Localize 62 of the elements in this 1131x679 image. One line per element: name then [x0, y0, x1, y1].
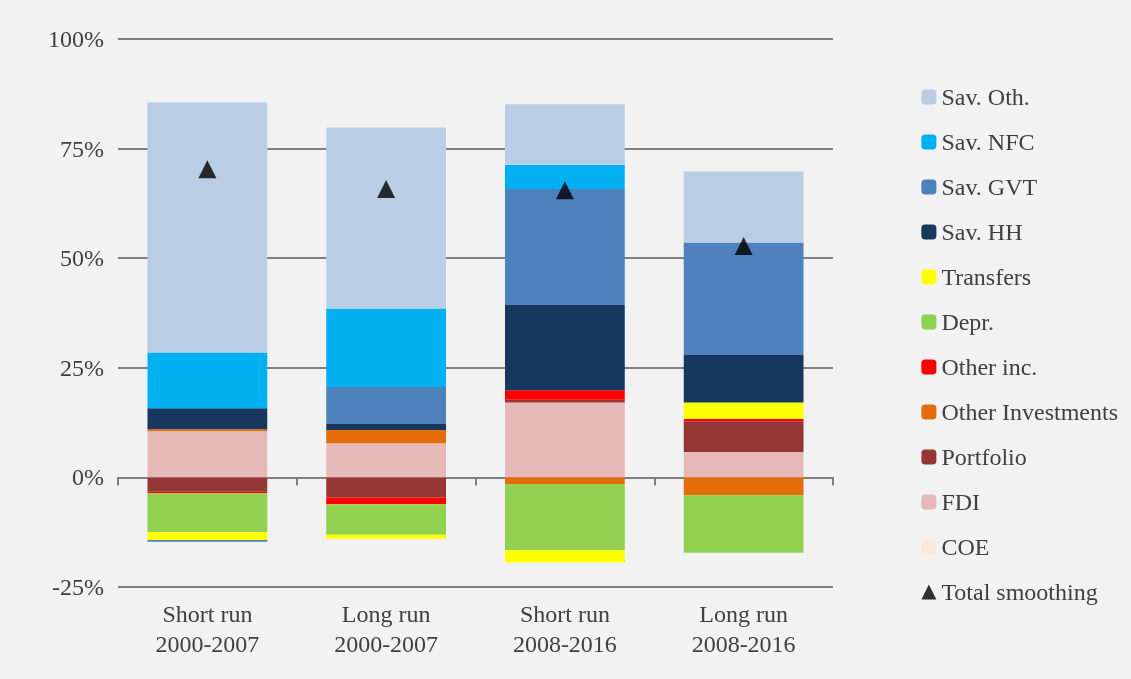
bar	[326, 423, 447, 431]
y-tick-label: 50%	[60, 245, 104, 272]
bar	[683, 171, 804, 243]
bar	[147, 477, 268, 492]
bar	[683, 495, 804, 553]
bar	[504, 390, 625, 400]
bar	[504, 305, 625, 391]
bar	[326, 534, 447, 539]
bar	[326, 443, 447, 478]
legend-label: Total smoothing	[941, 579, 1098, 605]
bar	[683, 242, 804, 356]
legend-label: FDI	[941, 489, 981, 515]
bar	[504, 550, 625, 563]
x-tick-label: Short run 2008-2016	[512, 601, 617, 657]
x-tick-label: Long run 2008-2016	[691, 601, 796, 657]
legend-label: COE	[941, 534, 990, 560]
bar	[504, 402, 625, 478]
bar	[326, 308, 447, 388]
bar	[147, 532, 268, 541]
bar	[147, 102, 268, 353]
bar	[326, 430, 447, 444]
y-tick-label: 75%	[60, 135, 104, 162]
bar	[147, 493, 268, 533]
legend-label: Transfers	[941, 264, 1032, 290]
bar	[147, 429, 268, 432]
bar	[504, 164, 625, 189]
x-tick-label: Long run 2000-2007	[334, 601, 439, 657]
bar	[504, 483, 625, 551]
bar	[326, 477, 447, 498]
bar	[326, 497, 447, 505]
legend-label: Sav. HH	[941, 219, 1023, 245]
legend-label: Sav. GVT	[941, 174, 1038, 200]
bar	[147, 431, 268, 478]
point	[555, 181, 574, 200]
bar	[683, 402, 804, 420]
y-tick-label: 0%	[72, 464, 104, 491]
bar	[504, 104, 625, 165]
y-tick-label: 100%	[48, 26, 104, 52]
bar	[326, 504, 447, 535]
bar	[504, 477, 625, 484]
bar	[683, 419, 804, 422]
point	[734, 236, 753, 255]
bar	[683, 451, 804, 478]
bar	[326, 387, 447, 424]
legend-label: Depr.	[941, 309, 995, 335]
bar	[683, 477, 804, 496]
point	[198, 160, 217, 179]
y-tick-label: -25%	[52, 574, 105, 600]
bar	[683, 421, 804, 452]
bar	[147, 408, 268, 430]
bar	[683, 355, 804, 403]
legend-label: Portfolio	[941, 444, 1027, 470]
legend-label: Other inc.	[941, 354, 1038, 380]
bar	[147, 352, 268, 409]
x-tick-label: Short run 2000-2007	[155, 601, 260, 657]
bar	[504, 188, 625, 306]
legend-label: Sav. NFC	[941, 129, 1035, 155]
y-tick-label: 25%	[60, 354, 104, 381]
legend-label: Other Investments	[941, 399, 1118, 425]
point	[377, 179, 396, 198]
legend-label: Sav. Oth.	[941, 84, 1030, 110]
bar	[326, 127, 447, 309]
